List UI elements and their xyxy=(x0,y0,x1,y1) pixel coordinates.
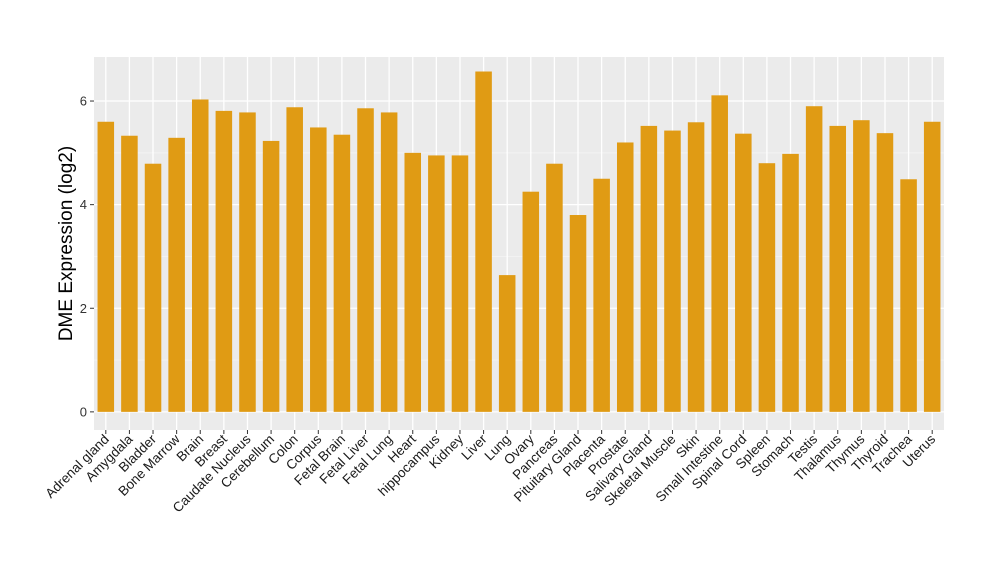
bar xyxy=(286,107,303,412)
bar xyxy=(333,134,351,412)
bar xyxy=(546,163,563,412)
bar xyxy=(758,163,776,412)
bar xyxy=(380,112,398,412)
bar xyxy=(782,153,799,412)
bar xyxy=(97,121,115,412)
bar xyxy=(262,140,280,412)
plot-panel xyxy=(94,57,944,430)
bar xyxy=(428,155,445,412)
bar xyxy=(664,130,681,412)
bar xyxy=(522,191,540,412)
category-label: Liver xyxy=(458,431,490,463)
bar xyxy=(239,112,256,412)
bar xyxy=(687,122,705,412)
bar xyxy=(191,99,209,412)
bar xyxy=(215,110,233,412)
bar xyxy=(853,120,870,412)
bar xyxy=(593,178,610,412)
bar xyxy=(168,137,185,412)
bar xyxy=(876,133,894,412)
bar xyxy=(569,215,587,412)
bar xyxy=(735,133,752,412)
y-tick-label: 6 xyxy=(80,94,87,109)
bar xyxy=(900,179,917,412)
bar xyxy=(451,155,469,412)
bar xyxy=(121,135,138,412)
bar xyxy=(144,163,162,412)
bar xyxy=(923,121,941,412)
bar xyxy=(498,275,516,412)
bar xyxy=(475,71,492,412)
bar xyxy=(310,127,327,412)
bar xyxy=(357,108,374,412)
bar xyxy=(711,95,728,412)
bar xyxy=(829,125,847,412)
bar xyxy=(404,152,422,412)
bars xyxy=(97,71,941,412)
bar xyxy=(805,106,823,412)
y-axis-ticks: 0 2 4 6 xyxy=(80,94,94,419)
y-tick-label: 0 xyxy=(80,404,87,419)
bar xyxy=(616,142,634,412)
y-tick-label: 2 xyxy=(80,301,87,316)
y-axis-title: DME Expression (log2) xyxy=(56,146,77,341)
bar xyxy=(640,125,658,412)
y-tick-label: 4 xyxy=(80,197,87,212)
